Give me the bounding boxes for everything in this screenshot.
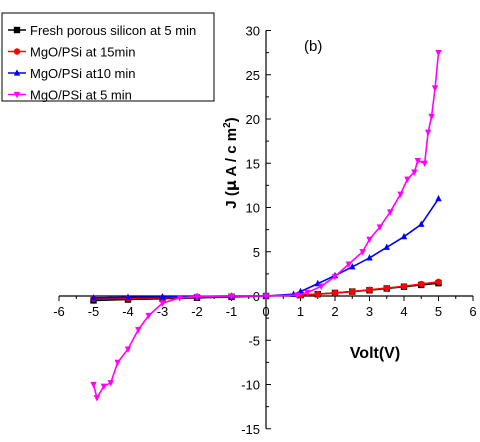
data-point: [114, 359, 121, 367]
data-point: [414, 157, 421, 165]
data-point: [366, 236, 373, 244]
data-point: [366, 254, 373, 261]
y-tick-label: 5: [253, 245, 260, 260]
x-tick-label: -2: [191, 304, 203, 319]
data-point: [293, 292, 301, 299]
legend-label: MgO/PSi at 15min: [30, 45, 136, 60]
y-tick-label: 30: [246, 24, 260, 39]
data-point: [145, 312, 152, 320]
data-point: [124, 293, 132, 300]
y-axis-title-prefix: J (: [223, 191, 240, 209]
data-point: [345, 261, 352, 268]
legend-label: MgO/PSi at 5 min: [30, 88, 132, 103]
data-point: [228, 293, 235, 300]
data-point: [90, 293, 97, 301]
data-point: [418, 280, 425, 288]
data-point: [135, 327, 142, 334]
data-point: [411, 169, 418, 176]
legend-item: Fresh porous silicon at 5 min: [8, 23, 196, 38]
data-point: [366, 286, 373, 294]
data-point: [93, 395, 101, 402]
data-point: [318, 283, 325, 291]
data-point: [359, 249, 366, 256]
data-point: [107, 380, 114, 387]
y-tick-label: 10: [246, 201, 260, 216]
data-point: [435, 50, 442, 57]
y-axis-title-suffix: ): [223, 117, 240, 122]
data-point: [387, 209, 394, 216]
legend: Fresh porous silicon at 5 min MgO/PSi at …: [1, 12, 215, 103]
y-axis-title: J (µ A / c m2): [222, 117, 240, 208]
x-tick-label: 1: [297, 304, 304, 319]
series-4: [90, 50, 442, 402]
data-point: [349, 262, 356, 270]
data-point: [159, 300, 166, 307]
legend-item: MgO/PSi at 15min: [8, 45, 136, 60]
y-tick-label: -10: [241, 378, 260, 393]
y-tick-label: 20: [246, 112, 260, 127]
data-point: [159, 293, 166, 300]
x-tick-label: 5: [435, 304, 442, 319]
y-axis-title-mu: µ: [222, 180, 240, 191]
y-tick-label: 15: [246, 156, 260, 171]
legend-label: Fresh porous silicon at 5 min: [30, 23, 196, 38]
data-point: [397, 191, 404, 199]
data-point: [418, 220, 425, 227]
data-point: [404, 176, 411, 183]
data-point: [331, 289, 339, 297]
x-axis-title: Volt(V): [350, 345, 400, 362]
data-point: [400, 283, 408, 290]
data-point: [304, 289, 311, 297]
legend-swatch-marker: [13, 91, 21, 99]
x-tick-label: -3: [157, 304, 169, 319]
data-point: [431, 85, 439, 92]
x-tick-label: 2: [331, 304, 338, 319]
x-tick-label: 4: [400, 304, 407, 319]
x-tick-label: 0: [262, 304, 269, 319]
x-tick-label: -1: [226, 304, 238, 319]
x-tick-label: -4: [122, 304, 134, 319]
x-tick-label: 6: [469, 304, 476, 319]
data-point: [383, 284, 390, 292]
x-tick-label: -6: [53, 304, 65, 319]
data-point: [435, 278, 442, 286]
data-point: [100, 383, 108, 391]
data-point: [421, 160, 428, 168]
legend-item: MgO/PSi at10 min: [8, 66, 136, 81]
data-point: [435, 194, 442, 202]
legend-label: MgO/PSi at10 min: [30, 66, 136, 81]
y-axis-title-superscript: 2: [222, 122, 233, 128]
panel-label: (b): [304, 38, 322, 55]
data-point: [262, 293, 270, 300]
data-point: [349, 288, 356, 295]
legend-item: MgO/PSi at 5 min: [8, 88, 132, 103]
data-point: [90, 381, 97, 389]
legend-swatch-marker: [13, 69, 21, 76]
data-point: [400, 232, 408, 240]
data-point: [424, 129, 432, 137]
legend-swatch-marker: [13, 48, 21, 55]
data-point: [383, 243, 390, 250]
data-point: [428, 113, 435, 121]
y-tick-label: -15: [241, 422, 260, 437]
data-point: [124, 346, 132, 353]
data-point: [176, 295, 183, 302]
y-tick-label: 25: [246, 68, 260, 83]
x-tick-label: -5: [88, 304, 100, 319]
y-axis-title-unit: A / c m: [223, 128, 240, 180]
data-point: [314, 291, 321, 298]
data-point: [331, 273, 339, 281]
data-point: [193, 293, 201, 301]
legend-box: [1, 12, 215, 102]
y-tick-label: -5: [248, 333, 260, 348]
legend-swatch-marker: [13, 26, 21, 34]
data-point: [376, 224, 384, 231]
x-tick-label: 3: [366, 304, 373, 319]
